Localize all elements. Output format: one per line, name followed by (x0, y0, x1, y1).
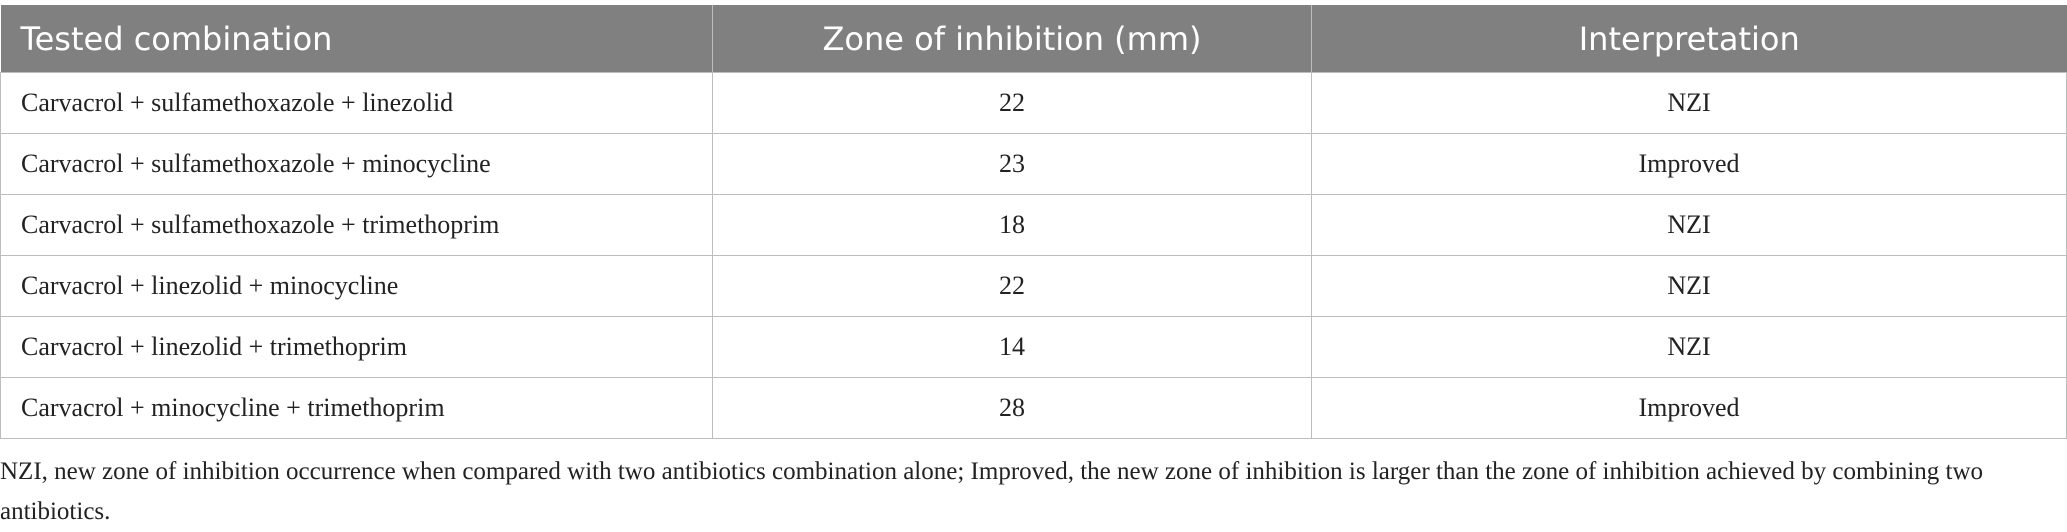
table-row: Carvacrol + sulfamethoxazole + trimethop… (0, 194, 2067, 256)
table-cell: Carvacrol + linezolid + trimethoprim (0, 316, 713, 378)
header-row: Tested combination Zone of inhibition (mm… (0, 5, 2067, 73)
table-cell: Carvacrol + linezolid + minocycline (0, 255, 713, 317)
table-row: Carvacrol + linezolid + trimethoprim 14 NZ… (0, 316, 2067, 378)
table-cell: Improved (1311, 377, 2067, 439)
table-cell: Carvacrol + sulfamethoxazole + trimethop… (0, 194, 713, 256)
table-cell: NZI (1311, 255, 2067, 317)
table-cell: 23 (712, 133, 1312, 195)
table-cell: NZI (1311, 194, 2067, 256)
table-row: Carvacrol + sulfamethoxazole + linezolid… (0, 72, 2067, 134)
footnote: NZI, new zone of inhibition occurrence w… (0, 458, 1984, 525)
table-cell: Carvacrol + sulfamethoxazole + linezolid (0, 72, 713, 134)
table-cell: 22 (712, 255, 1312, 317)
header-cell: Zone of inhibition (mm) (712, 5, 1312, 73)
table-cell: 22 (712, 72, 1312, 134)
table-cell: Improved (1311, 133, 2067, 195)
header-cell: Interpretation (1311, 5, 2067, 73)
table-cell: NZI (1311, 72, 2067, 134)
table-cell: 28 (712, 377, 1312, 439)
table-cell: Carvacrol + sulfamethoxazole + minocycli… (0, 133, 713, 195)
table-cell: 14 (712, 316, 1312, 378)
table-row: Carvacrol + minocycline + trimethoprim 28… (0, 377, 2067, 439)
table-body: Carvacrol + sulfamethoxazole + linezolid… (0, 72, 2067, 439)
table-cell: Carvacrol + minocycline + trimethoprim (0, 377, 713, 439)
table-row: Carvacrol + linezolid + minocycline 22 NZI (0, 255, 2067, 317)
header-cell: Tested combination (0, 5, 713, 73)
table-row: Carvacrol + sulfamethoxazole + minocycli… (0, 133, 2067, 195)
results-table: Tested combination Zone of inhibition (mm… (0, 5, 2067, 439)
table-cell: 18 (712, 194, 1312, 256)
table-cell: NZI (1311, 316, 2067, 378)
